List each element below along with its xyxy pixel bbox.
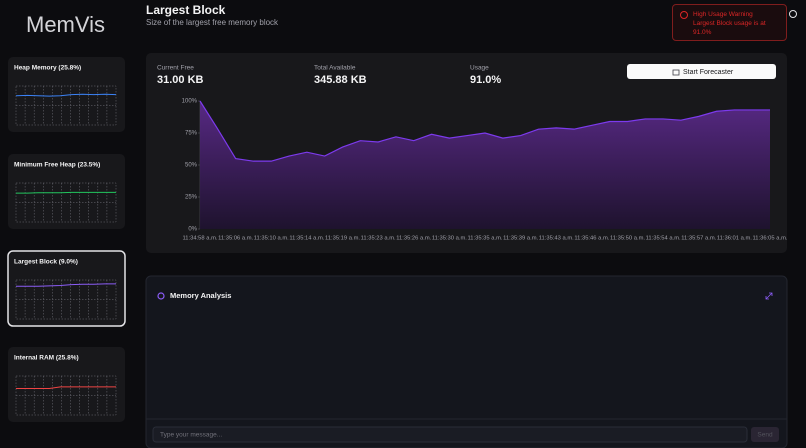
forecaster-button[interactable] [627, 64, 776, 79]
sidebar-card[interactable] [7, 250, 126, 327]
x-tick-label: 11:35:57 a.m. [681, 236, 716, 242]
x-tick-label: 11:35:26 a.m. [396, 236, 431, 242]
card-label: Internal RAM (25.8%) [14, 355, 79, 362]
x-tick-label: 11:35:46 a.m. [574, 236, 609, 242]
mini-line [16, 191, 116, 194]
page-subtitle: Size of the largest free memory block [146, 18, 279, 27]
x-tick-label: 11:35:50 a.m. [610, 236, 645, 242]
analysis-icon [157, 292, 165, 300]
x-tick-label: 11:35:23 a.m. [361, 236, 396, 242]
sidebar-card[interactable] [8, 57, 125, 132]
stat-label: Total Available [314, 65, 356, 72]
alert-message: Largest Block usage is at 91.0% [693, 20, 766, 36]
card-label: Heap Memory (25.8%) [14, 65, 81, 72]
area [200, 101, 770, 229]
x-tick-label: 11:35:06 a.m. [218, 236, 253, 242]
expand-icon[interactable] [765, 292, 773, 300]
page-title: Largest Block [146, 3, 226, 17]
x-tick-label: 11:35:43 a.m. [539, 236, 574, 242]
y-tick-label: 50% [185, 163, 198, 169]
stat-value: 31.00 KB [157, 74, 204, 86]
x-tick-label: 11:35:30 a.m. [432, 236, 467, 242]
button-label[interactable]: Start Forecaster [683, 69, 734, 76]
x-tick-label: 11:36:05 a.m. [752, 236, 787, 242]
card-label: Largest Block (9.0%) [14, 259, 78, 266]
x-tick-label: 11:34:58 a.m. [182, 236, 217, 242]
area-line [199, 100, 770, 162]
input-placeholder: Type your message... [160, 432, 222, 439]
mini-line [15, 93, 117, 97]
x-tick-label: 11:35:14 a.m. [289, 236, 324, 242]
stat-value: 345.88 KB [314, 74, 367, 86]
x-tick-label: 11:35:19 a.m. [325, 236, 360, 242]
y-tick-label: 100% [182, 99, 198, 105]
analysis-title: Memory Analysis [170, 291, 231, 300]
x-tick-label: 11:35:39 a.m. [503, 236, 538, 242]
stat-label: Usage [470, 65, 489, 72]
sidebar-card[interactable] [8, 154, 125, 229]
x-tick-label: 11:36:01 a.m. [717, 236, 752, 242]
card-label: Minimum Free Heap (23.5%) [14, 162, 100, 169]
mini-line [16, 283, 116, 287]
sidebar-card[interactable] [8, 347, 125, 422]
send-button[interactable] [751, 427, 779, 442]
stat-label: Current Free [157, 65, 194, 72]
button-icon [672, 69, 680, 76]
y-tick-label: 25% [185, 195, 198, 201]
send-label[interactable]: Send [757, 432, 773, 439]
alert-title: High Usage Warning [693, 11, 753, 18]
y-tick-label: 75% [185, 131, 198, 137]
x-tick-label: 11:35:35 a.m. [467, 236, 502, 242]
x-tick-label: 11:35:54 a.m. [646, 236, 681, 242]
alert: High Usage Warning Largest Block usage is… [672, 4, 787, 41]
analysis-panel [145, 275, 788, 448]
alert-icon [680, 11, 688, 19]
stat-value: 91.0% [470, 74, 501, 86]
mini-line [16, 386, 116, 389]
x-tick-label: 11:35:10 a.m. [254, 236, 289, 242]
message-input[interactable] [152, 426, 748, 443]
logo: MemVis [26, 12, 105, 37]
theme-toggle[interactable] [789, 10, 797, 18]
y-tick-label: 0% [188, 227, 197, 233]
